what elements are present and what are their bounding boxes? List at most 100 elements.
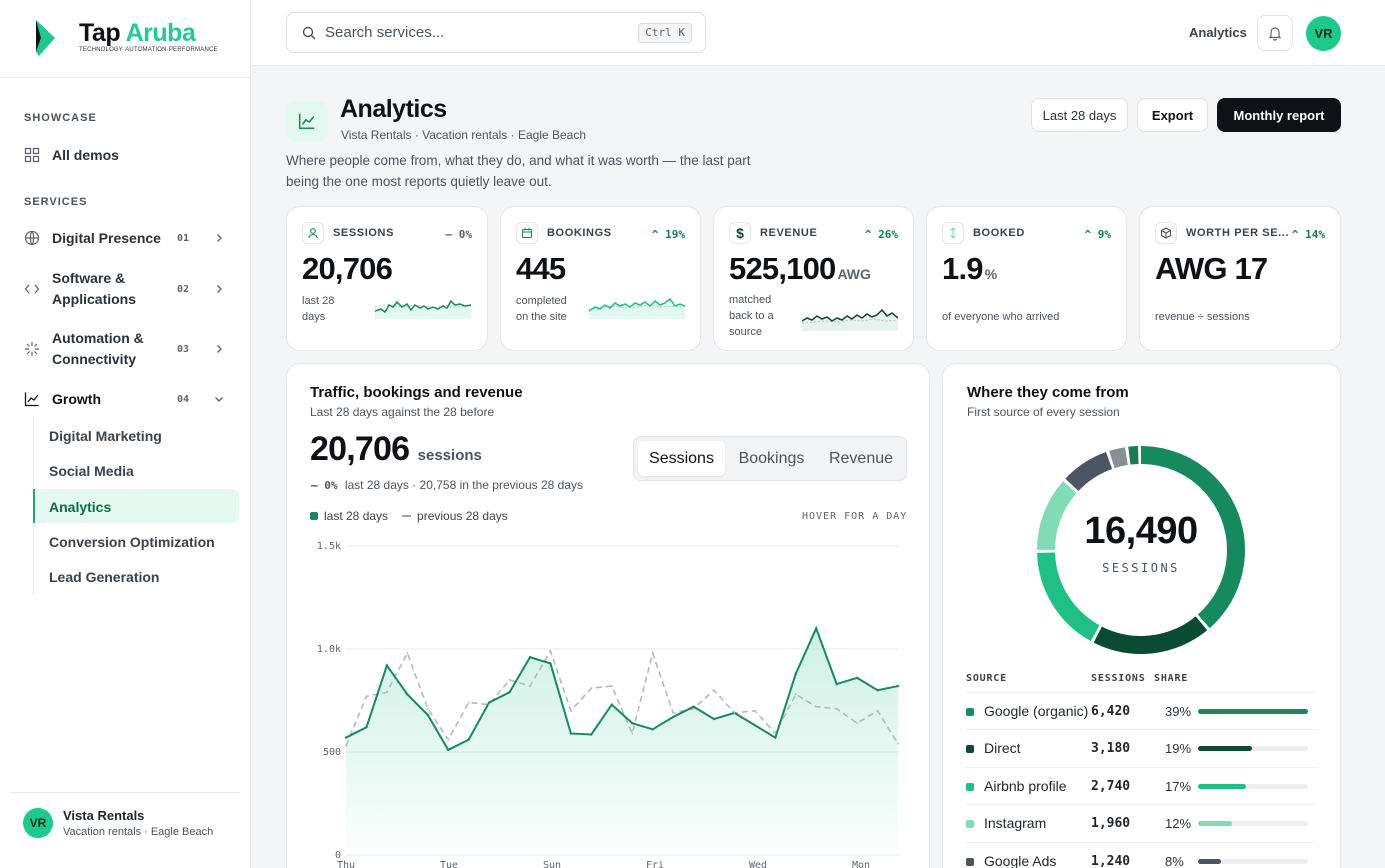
kpi-subtext: matched back to a source	[729, 294, 774, 338]
arrows-vertical-icon	[942, 222, 964, 244]
line-chart-icon	[24, 392, 39, 407]
data-point-previous	[692, 707, 695, 710]
source-row[interactable]: Airbnb profile 2,740 17%	[966, 766, 1317, 804]
kpi-card-bookings[interactable]: BOOKINGS ^ 19% 445 completed on the site	[500, 206, 701, 351]
kpi-value: AWG 17	[1155, 251, 1268, 286]
tab-sessions[interactable]: Sessions	[638, 441, 725, 476]
donut-total-label: SESSIONS	[1102, 561, 1180, 575]
source-name: Google (organic)	[984, 703, 1089, 719]
sidebar-item-number: 01	[177, 232, 190, 244]
export-button[interactable]: Export	[1137, 98, 1208, 132]
x-tick-label: Fri	[646, 860, 664, 868]
source-color-dot	[966, 708, 974, 716]
sidebar-item-label: Digital Presence	[52, 230, 161, 246]
sidebar-item-label: All demos	[52, 147, 119, 163]
data-point-previous	[549, 650, 552, 652]
kpi-card-sessions[interactable]: SESSIONS – 0% 20,706 last 28 days	[286, 206, 488, 351]
share-bar-fill	[1198, 783, 1246, 789]
data-point-current	[549, 662, 552, 665]
kpi-delta: ^ 9%	[1084, 228, 1112, 241]
share-bar-fill	[1198, 858, 1221, 864]
source-name: Direct	[984, 740, 1021, 757]
source-color-dot	[966, 857, 974, 866]
search-input[interactable]	[325, 24, 625, 41]
data-point-previous	[467, 701, 470, 704]
subitem-conversion-optimization[interactable]: Conversion Optimization	[49, 534, 215, 550]
metric-toggle[interactable]: Sessions Bookings Revenue	[633, 436, 907, 481]
sidebar-item-digital-presence[interactable]: Digital Presence 01	[24, 229, 228, 247]
brand-logo[interactable]: Tap Aruba TECHNOLOGY·AUTOMATION·PERFORMA…	[33, 18, 233, 60]
monthly-report-button[interactable]: Monthly report	[1217, 98, 1341, 132]
sidebar-item-number: 03	[177, 343, 190, 355]
data-point-current	[569, 732, 573, 735]
tab-revenue[interactable]: Revenue	[828, 449, 894, 467]
tab-bookings[interactable]: Bookings	[738, 449, 805, 467]
sidebar-item-automation[interactable]: Automation & Connectivity 03	[24, 328, 228, 370]
share-bar-fill	[1198, 821, 1232, 827]
data-point-previous	[447, 738, 450, 741]
source-row[interactable]: Google Ads 1,240 8%	[966, 841, 1317, 868]
shortcut-hint: Ctrl K	[638, 23, 692, 43]
kpi-label: WORTH PER SE...	[1186, 227, 1290, 239]
subitem-social-media[interactable]: Social Media	[49, 463, 134, 479]
data-point-previous	[733, 711, 736, 714]
account-card[interactable]: VR Vista Rentals Vacation rentals · Eagl…	[23, 807, 233, 843]
brand-tagline: TECHNOLOGY·AUTOMATION·PERFORMANCE	[79, 47, 218, 53]
search-icon	[302, 26, 316, 40]
sidebar-item-software[interactable]: Software & Applications 02	[24, 268, 228, 310]
source-color-dot	[966, 745, 974, 754]
data-point-previous	[365, 695, 368, 698]
sidebar-item-label: Growth	[52, 391, 101, 407]
date-range-button[interactable]: Last 28 days	[1031, 98, 1128, 132]
sidebar-item-growth[interactable]: Growth 04	[24, 390, 228, 408]
kpi-card-worth-per-session[interactable]: WORTH PER SE... ^ 14% AWG 17 revenue ÷ s…	[1139, 206, 1341, 351]
topbar-analytics-link[interactable]: Analytics	[1189, 25, 1247, 40]
sidebar: Tap Aruba TECHNOLOGY·AUTOMATION·PERFORMA…	[0, 0, 251, 868]
subitem-analytics[interactable]: Analytics	[49, 499, 112, 515]
share-bar-track	[1198, 709, 1308, 714]
kpi-card-booked[interactable]: BOOKED ^ 9% 1.9% of everyone who arrived	[926, 206, 1127, 351]
data-point-current	[447, 748, 450, 752]
sidebar-divider	[0, 77, 250, 78]
subitem-digital-marketing[interactable]: Digital Marketing	[49, 428, 162, 444]
notifications-button[interactable]	[1257, 15, 1293, 51]
data-point-previous	[385, 691, 388, 694]
section-label-services: SERVICES	[24, 196, 88, 208]
data-point-current	[815, 627, 818, 630]
chart-hover-hint: HOVER FOR A DAY	[802, 511, 908, 522]
col-header-share: SHARE	[1154, 673, 1189, 684]
source-sessions: 6,420	[1091, 704, 1131, 719]
user-avatar[interactable]: VR	[1306, 16, 1341, 51]
sources-donut-chart[interactable]	[1033, 442, 1249, 658]
x-tick-label: Mon	[852, 860, 870, 868]
source-color-dot	[966, 820, 974, 829]
page-title: Analytics	[340, 95, 447, 123]
page-header-icon	[286, 101, 328, 141]
chevron-down-icon	[215, 397, 223, 402]
kpi-value: 20,706	[302, 251, 393, 286]
y-tick-label: 1.0k	[317, 644, 341, 655]
legend-label-previous: previous 28 days	[417, 509, 508, 523]
calendar-icon	[516, 222, 538, 244]
x-tick-label: Wed	[749, 860, 767, 868]
traffic-line-chart[interactable]: 0 500 1.0k 1.5k Thu Tue Sun Fri Wed Mon	[305, 536, 910, 868]
y-tick-label: 500	[323, 747, 341, 758]
source-row[interactable]: Direct 3,180 19%	[966, 729, 1317, 766]
data-point-current	[426, 713, 429, 717]
grid-icon	[24, 147, 40, 163]
sidebar-item-number: 02	[177, 283, 190, 295]
topbar: Ctrl K Analytics VR	[251, 0, 1385, 66]
subitem-lead-generation[interactable]: Lead Generation	[49, 569, 160, 585]
data-point-previous	[753, 709, 756, 712]
source-row[interactable]: Instagram 1,960 12%	[966, 804, 1317, 841]
kpi-delta: ^ 14%	[1291, 228, 1325, 241]
bell-icon	[1268, 27, 1282, 41]
traffic-subtitle: Last 28 days against the 28 before	[310, 405, 495, 419]
traffic-total: 20,706 sessions	[310, 430, 482, 468]
sidebar-item-all-demos[interactable]: All demos	[24, 146, 228, 164]
data-point-previous	[856, 722, 859, 725]
kpi-card-revenue[interactable]: $ REVENUE ^ 26% 525,100 AWG matched back …	[713, 206, 914, 351]
search-box[interactable]: Ctrl K	[286, 12, 706, 53]
data-point-current	[876, 689, 879, 692]
source-row[interactable]: Google (organic) 6,420 39%	[966, 692, 1317, 729]
